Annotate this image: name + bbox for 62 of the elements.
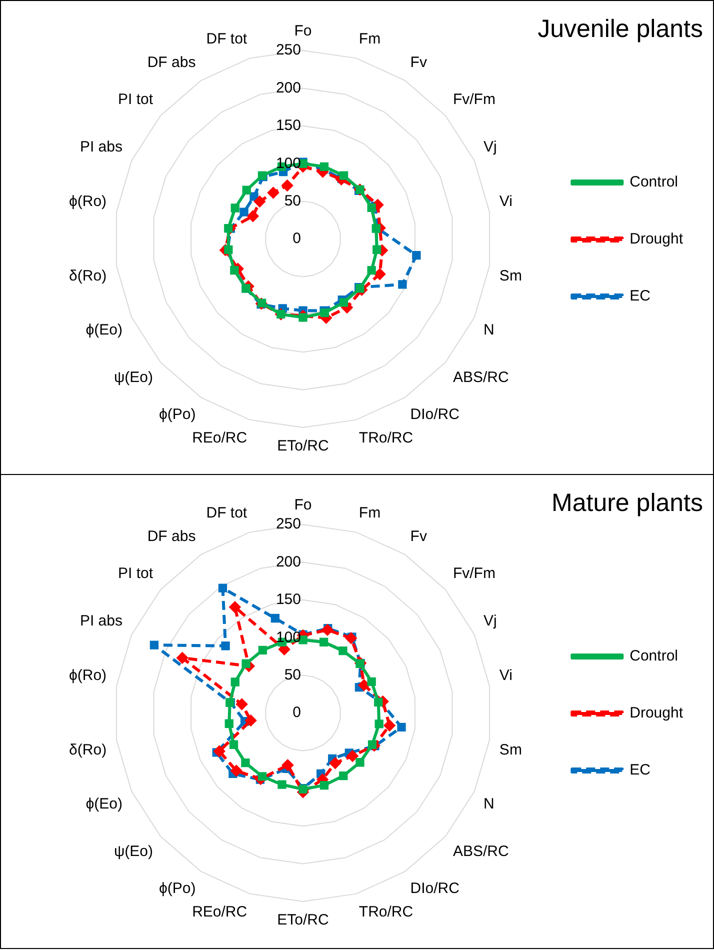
spoke-label: DF abs <box>147 54 196 72</box>
y-tick-label: 50 <box>284 192 301 210</box>
spoke-label: N <box>484 322 494 339</box>
legend-label: Control <box>630 174 678 191</box>
spoke-label: ϕ(Ro) <box>68 666 107 684</box>
spoke-label: PI abs <box>80 138 122 156</box>
spoke-label: Vj <box>484 612 497 630</box>
spoke-label: REo/RC <box>192 904 248 921</box>
spoke-label: DF tot <box>206 504 248 522</box>
spoke-label: DIo/RC <box>410 880 460 898</box>
spoke-label: ETo/RC <box>277 438 330 455</box>
y-tick-label: 0 <box>292 230 301 248</box>
y-tick-label: 0 <box>292 704 301 722</box>
spoke-label: ϕ(Po) <box>158 406 196 424</box>
y-tick-label: 200 <box>276 553 301 570</box>
spoke-label: ABS/RC <box>452 843 509 860</box>
chart-title: Juvenile plants <box>538 15 703 44</box>
y-tick-label: 250 <box>276 42 301 59</box>
spoke-label: DF abs <box>147 528 196 546</box>
spoke-label: PI tot <box>118 565 154 582</box>
spoke-label: ϕ(Po) <box>158 880 196 898</box>
spoke-label: ϕ(Eo) <box>86 322 122 339</box>
spoke-label: ψ(Eo) <box>114 369 154 386</box>
y-tick-label: 200 <box>276 79 301 96</box>
spoke-label: PI abs <box>80 612 122 630</box>
spoke-label: ABS/RC <box>452 369 509 386</box>
spoke-label: Fv <box>410 54 428 72</box>
spoke-label: ψ(Eo) <box>114 843 154 860</box>
spoke-label: Fv/Fm <box>452 565 496 582</box>
legend-label: Control <box>630 648 678 665</box>
y-tick-label: 250 <box>276 516 301 533</box>
spoke-label: DF tot <box>206 30 248 48</box>
y-tick-label: 50 <box>284 666 301 684</box>
spoke-label: Sm <box>499 741 522 758</box>
legend-label: EC <box>630 288 651 305</box>
spoke-label: DIo/RC <box>410 406 460 424</box>
spoke-label: δ(Ro) <box>69 741 107 758</box>
spoke-label: Sm <box>499 267 522 284</box>
spoke-label: ETo/RC <box>277 912 330 929</box>
spoke-label: N <box>484 796 494 813</box>
spoke-label: Vj <box>484 138 497 156</box>
spoke-label: δ(Ro) <box>69 267 107 284</box>
spoke-label: Vi <box>499 192 513 210</box>
spoke-label: ϕ(Eo) <box>86 796 122 813</box>
spoke-label: TRo/RC <box>358 430 414 447</box>
spoke-label: Vi <box>499 666 513 684</box>
y-tick-label: 150 <box>276 591 301 608</box>
y-tick-label: 150 <box>276 117 301 134</box>
spoke-label: REo/RC <box>192 430 248 447</box>
spoke-label: ϕ(Ro) <box>68 192 107 210</box>
legend-label: Drought <box>630 230 684 248</box>
spoke-label: Fo <box>294 22 312 40</box>
spoke-label: TRo/RC <box>358 904 414 921</box>
spoke-label: Fv/Fm <box>452 91 496 108</box>
legend-label: Drought <box>630 704 684 722</box>
spoke-label: Fm <box>358 504 381 522</box>
chart-title: Mature plants <box>552 489 703 518</box>
legend-label: EC <box>630 762 651 779</box>
spoke-label: Fo <box>294 496 312 514</box>
spoke-label: PI tot <box>118 91 154 108</box>
spoke-label: Fm <box>358 30 381 48</box>
spoke-label: Fv <box>410 528 428 546</box>
